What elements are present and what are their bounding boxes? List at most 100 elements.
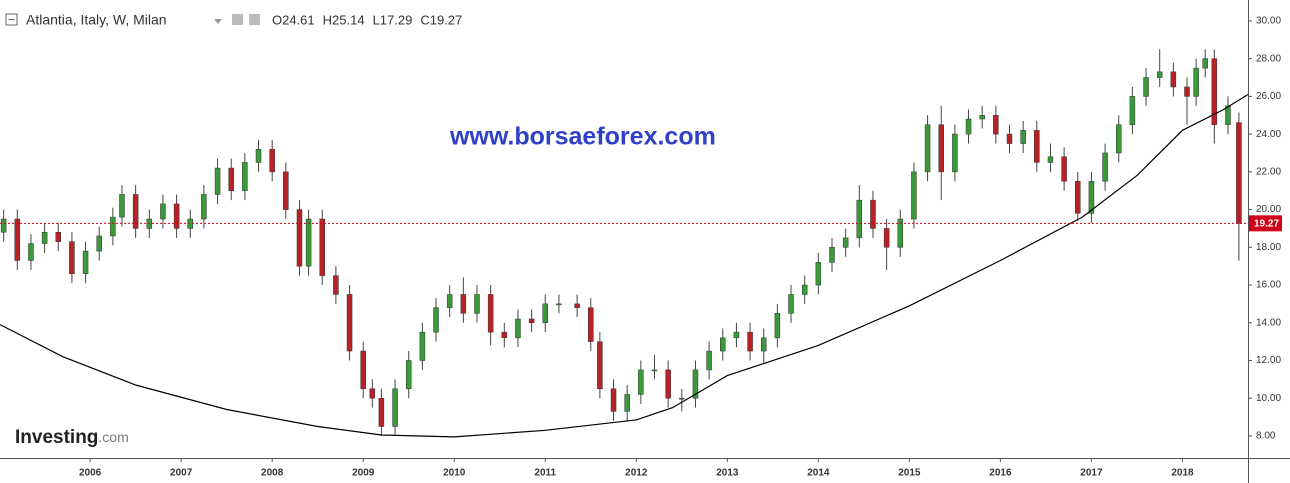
settings-icon[interactable]: [249, 14, 260, 25]
candle-body: [574, 303, 580, 308]
watermark: www.borsaeforex.com: [449, 123, 716, 151]
candle-body: [856, 199, 863, 239]
candle-body: [82, 250, 89, 274]
candle-body: [542, 303, 549, 324]
candle-body: [774, 313, 781, 339]
candle-body: [911, 171, 917, 220]
x-tick-label: 2009: [352, 468, 375, 479]
candle-body: [965, 118, 972, 135]
candle-body: [360, 350, 366, 390]
logo-suffix: .com: [98, 429, 128, 445]
candle-body: [993, 115, 999, 135]
candle-body: [1006, 133, 1013, 144]
y-tick-label: 12.00: [1256, 355, 1281, 366]
ohlc-value: L17.29: [373, 12, 413, 27]
candle-body: [679, 397, 685, 400]
candle-body: [369, 388, 376, 399]
candle-body: [14, 218, 21, 261]
candle-body: [41, 231, 48, 244]
y-tick-label: 8.00: [1256, 431, 1276, 442]
candle-body: [1184, 86, 1190, 97]
y-tick-label: 18.00: [1256, 242, 1281, 253]
candle-body: [801, 284, 808, 295]
x-tick-label: 2007: [170, 468, 193, 479]
candle-body: [1075, 181, 1081, 214]
price-label: 19.27: [1254, 218, 1279, 229]
logo: Investing.com: [15, 427, 129, 448]
collapse-icon[interactable]: [5, 13, 18, 26]
candle-body: [1193, 67, 1199, 97]
candle-body: [597, 341, 603, 390]
candle-body: [55, 231, 62, 242]
candle-body: [979, 115, 985, 120]
candle-body: [28, 243, 34, 261]
candle-body: [528, 318, 535, 324]
candle-body: [1211, 58, 1218, 125]
candle-body: [624, 394, 630, 412]
candle-body: [405, 360, 412, 390]
candle-body: [1143, 77, 1149, 97]
settings-icon[interactable]: [232, 14, 243, 25]
candle-body: [433, 307, 439, 333]
candle-body: [378, 397, 385, 427]
x-tick-label: 2014: [807, 468, 830, 479]
candle-body: [651, 369, 658, 372]
candle-body: [1061, 156, 1067, 182]
trend-line: [0, 93, 1249, 438]
candle-body: [132, 194, 139, 229]
candle-body: [938, 124, 944, 173]
candle-body: [1020, 130, 1026, 144]
y-tick-label: 16.00: [1256, 280, 1281, 291]
candle-body: [305, 218, 312, 267]
candle-body: [346, 294, 353, 352]
y-tick-label: 22.00: [1256, 166, 1281, 177]
candle-body: [870, 199, 876, 229]
candle-body: [1170, 71, 1177, 88]
x-tick-label: 2006: [79, 468, 102, 479]
candle-body: [228, 167, 234, 191]
candle-body: [460, 294, 467, 314]
candle-body: [501, 331, 508, 339]
x-tick-label: 2016: [989, 468, 1012, 479]
candle-body: [201, 194, 207, 220]
candle-body: [829, 247, 835, 263]
x-tick-label: 2017: [1080, 468, 1103, 479]
dropdown-arrow[interactable]: [214, 19, 222, 24]
candle-body: [665, 369, 671, 399]
x-tick-label: 2008: [261, 468, 284, 479]
y-tick-label: 30.00: [1256, 16, 1281, 27]
candle-body: [952, 133, 958, 173]
ohlc-value: H25.14: [323, 12, 365, 27]
candle-body: [733, 331, 740, 339]
candle-body: [110, 216, 116, 237]
candle-body: [119, 194, 125, 218]
candle-body: [1156, 71, 1163, 78]
candle-body: [160, 203, 166, 220]
chart-title: Atlantia, Italy, W, Milan: [26, 12, 167, 28]
x-tick-label: 2010: [443, 468, 466, 479]
candle-body: [924, 124, 931, 173]
candle-body: [392, 388, 398, 427]
candle-body: [788, 294, 794, 314]
candle-body: [883, 228, 890, 248]
y-tick-label: 20.00: [1256, 204, 1281, 215]
candle-body: [706, 350, 712, 371]
candle-body: [1115, 124, 1122, 154]
candle-body: [1236, 122, 1242, 224]
candle-body: [0, 218, 7, 233]
candle-body: [692, 369, 699, 399]
x-tick-label: 2018: [1171, 468, 1194, 479]
candle-body: [1225, 105, 1231, 125]
candle-body: [1088, 181, 1095, 214]
candle-body: [96, 235, 102, 252]
candle-body: [487, 294, 494, 333]
candle-body: [760, 337, 767, 352]
y-tick-label: 24.00: [1256, 129, 1281, 140]
candle-body: [319, 218, 325, 276]
y-tick-label: 14.00: [1256, 317, 1281, 328]
candle-body: [173, 203, 180, 229]
candle-body: [897, 218, 904, 248]
candle-body: [815, 262, 822, 286]
